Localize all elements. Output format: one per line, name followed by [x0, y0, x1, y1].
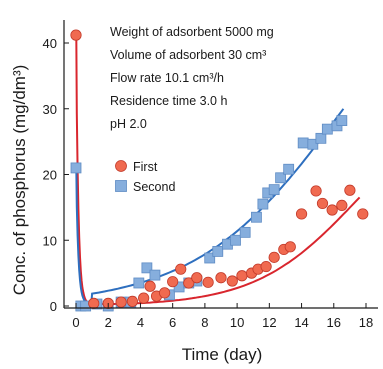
second-point [275, 172, 287, 184]
first-point [70, 29, 82, 41]
annotation-weight: Weight of adsorbent 5000 mg [110, 25, 274, 39]
second-point [239, 226, 251, 238]
x-tick-label: 14 [294, 315, 308, 330]
x-tick-label: 2 [105, 315, 112, 330]
second-point [133, 277, 145, 289]
first-point [226, 275, 238, 287]
first-point [138, 292, 150, 304]
x-tick-label: 0 [72, 315, 79, 330]
first-point [236, 270, 248, 282]
first-point [357, 208, 369, 220]
second-point [268, 184, 280, 196]
legend-second-label: Second [133, 180, 175, 194]
y-tick-label: 0 [50, 299, 57, 314]
legend: First Second [115, 160, 175, 194]
second-point [307, 138, 319, 150]
second-point [141, 262, 153, 274]
y-tick-label: 30 [43, 102, 57, 117]
first-point [268, 251, 280, 263]
tick-labels: 0 2 4 6 8 10 12 14 16 18 0 10 20 30 40 [43, 36, 374, 330]
second-point [257, 198, 269, 210]
second-point [212, 246, 224, 257]
annotation-volume: Volume of adsorbent 30 cm³ [110, 48, 266, 62]
x-tick-label: 8 [201, 315, 208, 330]
first-point [284, 241, 296, 253]
x-tick-label: 18 [359, 315, 373, 330]
x-tick-label: 10 [230, 315, 244, 330]
x-tick-label: 4 [137, 315, 144, 330]
y-tick-label: 10 [43, 233, 57, 248]
second-point [230, 234, 241, 246]
first-point [215, 272, 227, 284]
x-tick-label: 16 [327, 315, 341, 330]
second-point [251, 211, 262, 223]
first-point [183, 277, 195, 289]
y-axis-title: Conc. of phosphorus (mg/dm³) [10, 65, 29, 296]
axes [63, 20, 378, 309]
first-point [88, 297, 100, 309]
x-tick-label: 6 [169, 315, 176, 330]
first-point [144, 280, 156, 292]
annotation-residence-time: Residence time 3.0 h [110, 94, 227, 108]
second-point [70, 162, 82, 174]
second-point [297, 137, 309, 149]
first-point [202, 276, 214, 288]
legend-first-marker [115, 160, 127, 172]
second-point [149, 269, 161, 281]
first-point [310, 185, 322, 197]
x-axis-title: Time (day) [182, 345, 263, 364]
second-point [204, 252, 216, 264]
first-point [260, 260, 272, 273]
y-tick-label: 20 [43, 168, 57, 183]
second-point [336, 115, 348, 126]
first-point [167, 276, 179, 288]
annotation-block: Weight of adsorbent 5000 mg Volume of ad… [110, 25, 274, 131]
first-point [336, 199, 348, 212]
data-points [70, 29, 369, 312]
first-point [159, 287, 171, 299]
second-point [321, 123, 333, 135]
second-point [283, 163, 295, 175]
first-point [326, 204, 338, 216]
first-point [191, 272, 203, 284]
first-point [344, 184, 356, 196]
first-point [126, 295, 138, 307]
legend-second-marker [115, 180, 127, 192]
x-tick-label: 12 [262, 315, 276, 330]
first-point [316, 197, 329, 210]
first-point [295, 208, 308, 220]
first-point [115, 296, 127, 308]
second-point [315, 132, 327, 144]
legend-first-label: First [133, 160, 158, 174]
first-point [175, 263, 187, 275]
annotation-ph: pH 2.0 [110, 117, 147, 131]
y-tick-label: 40 [43, 36, 57, 51]
annotation-flow-rate: Flow rate 10.1 cm³/h [110, 71, 224, 85]
